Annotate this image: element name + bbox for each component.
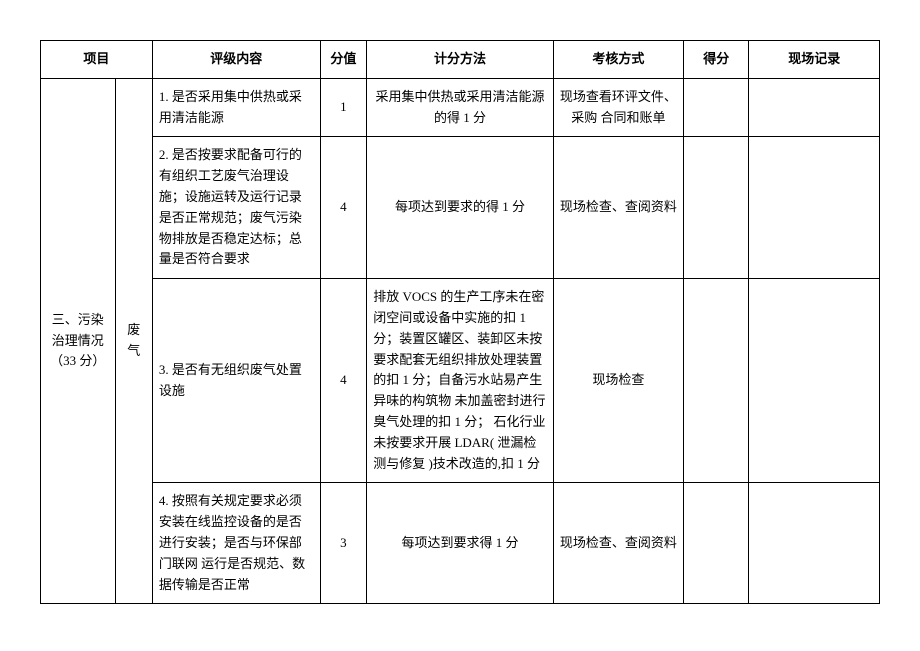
record-cell <box>749 279 880 483</box>
record-cell <box>749 483 880 604</box>
subcategory-cell: 废气 <box>115 78 152 604</box>
score-value-cell: 3 <box>320 483 367 604</box>
assessment-mode-cell: 现场查看环评文件、采购 合同和账单 <box>553 78 684 137</box>
header-project: 项目 <box>41 41 153 79</box>
assessment-mode-cell: 现场检查 <box>553 279 684 483</box>
table-row: 4. 按照有关规定要求必须安装在线监控设备的是否进行安装；是否与环保部门联网 运… <box>41 483 880 604</box>
table-row: 2. 是否按要求配备可行的有组织工艺废气治理设施；设施运转及运行记录是否正常规范… <box>41 137 880 279</box>
content-cell: 3. 是否有无组织废气处置设施 <box>152 279 320 483</box>
content-cell: 2. 是否按要求配备可行的有组织工艺废气治理设施；设施运转及运行记录是否正常规范… <box>152 137 320 279</box>
score-value-cell: 1 <box>320 78 367 137</box>
score-cell <box>684 279 749 483</box>
header-scoring-method: 计分方法 <box>367 41 553 79</box>
scoring-method-cell: 每项达到要求的得 1 分 <box>367 137 553 279</box>
score-value-cell: 4 <box>320 279 367 483</box>
table-row: 3. 是否有无组织废气处置设施 4 排放 VOCS 的生产工序未在密闭空间或设备… <box>41 279 880 483</box>
score-cell <box>684 78 749 137</box>
project-cell: 三、污染治理情况（33 分） <box>41 78 116 604</box>
record-cell <box>749 137 880 279</box>
header-field-record: 现场记录 <box>749 41 880 79</box>
header-row: 项目 评级内容 分值 计分方法 考核方式 得分 现场记录 <box>41 41 880 79</box>
score-cell <box>684 137 749 279</box>
scoring-method-cell: 每项达到要求得 1 分 <box>367 483 553 604</box>
record-cell <box>749 78 880 137</box>
header-assessment-mode: 考核方式 <box>553 41 684 79</box>
score-value-cell: 4 <box>320 137 367 279</box>
header-score: 得分 <box>684 41 749 79</box>
table-row: 三、污染治理情况（33 分） 废气 1. 是否采用集中供热或采用清洁能源 1 采… <box>41 78 880 137</box>
assessment-table: 项目 评级内容 分值 计分方法 考核方式 得分 现场记录 三、污染治理情况（33… <box>40 40 880 604</box>
assessment-mode-cell: 现场检查、查阅资料 <box>553 483 684 604</box>
header-score-value: 分值 <box>320 41 367 79</box>
header-content: 评级内容 <box>152 41 320 79</box>
assessment-mode-cell: 现场检查、查阅资料 <box>553 137 684 279</box>
scoring-method-cell: 采用集中供热或采用清洁能源的得 1 分 <box>367 78 553 137</box>
scoring-method-cell: 排放 VOCS 的生产工序未在密闭空间或设备中实施的扣 1 分；装置区罐区、装卸… <box>367 279 553 483</box>
content-cell: 4. 按照有关规定要求必须安装在线监控设备的是否进行安装；是否与环保部门联网 运… <box>152 483 320 604</box>
content-cell: 1. 是否采用集中供热或采用清洁能源 <box>152 78 320 137</box>
score-cell <box>684 483 749 604</box>
